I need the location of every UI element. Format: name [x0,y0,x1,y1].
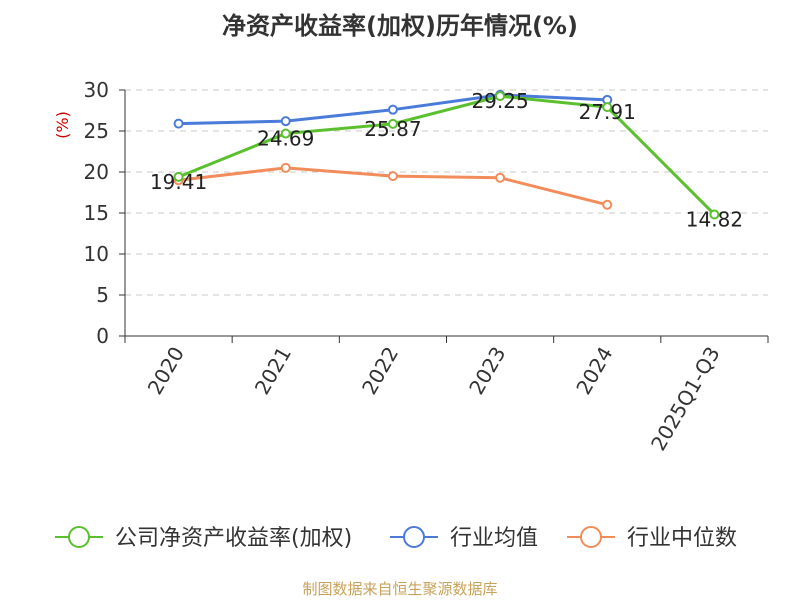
legend-swatch-marker [68,526,90,548]
legend-label: 行业均值 [450,526,538,551]
legend-swatch-marker [403,526,425,548]
data-point-2 [280,162,291,173]
data-label: 14.82 [686,207,743,231]
y-tick-label: 15 [84,201,109,225]
grid-lines [125,89,768,296]
y-tick-label: 5 [96,283,109,307]
legend-label: 公司净资产收益率(加权) [115,526,352,551]
series-line-0 [178,94,716,216]
source-note: 制图数据来自恒生聚源数据库 [302,580,498,598]
data-label: 25.87 [364,117,421,141]
x-tick-label: 2024 [571,343,617,399]
data-label: 27.91 [579,100,636,124]
data-label: 24.69 [257,127,314,151]
data-label: 19.41 [150,170,207,194]
data-label: 29.25 [471,89,528,113]
data-point-1 [280,116,291,127]
data-point-0 [495,91,506,102]
data-point-1 [387,104,398,115]
axes [119,89,769,343]
data-point-0 [709,209,720,220]
x-tick-label: 2022 [357,343,403,399]
x-tick-label: 2021 [250,343,296,399]
y-tick-labels: 0 5 10 15 20 25 30 [84,78,109,348]
data-point-2 [495,172,506,183]
data-point-0 [173,171,184,182]
data-point-2 [602,199,613,210]
data-point-0 [280,128,291,139]
x-tick-label: 2020 [143,343,189,399]
legend-swatch-marker [580,526,602,548]
series-lines [173,89,720,220]
x-tick-label: 2023 [464,343,510,399]
y-axis-label: (%) [53,111,72,139]
legend: 公司净资产收益率(加权) 行业均值 行业中位数 [55,526,737,551]
y-tick-label: 20 [84,160,109,184]
y-tick-label: 30 [84,78,109,102]
x-tick-labels: 2020 2021 2022 2023 2024 2025Q1-Q3 [143,343,725,455]
y-tick-label: 0 [96,324,109,348]
data-point-0 [387,118,398,129]
chart-title: 净资产收益率(加权)历年情况(%) [222,12,578,40]
y-tick-label: 10 [84,242,109,266]
data-labels: 19.41 24.69 25.87 29.25 27.91 14.82 [150,89,743,231]
legend-label: 行业中位数 [627,526,737,551]
y-tick-label: 25 [84,119,109,143]
data-point-1 [173,118,184,129]
data-point-0 [602,102,613,113]
data-point-2 [387,171,398,182]
x-tick-label: 2025Q1-Q3 [646,343,725,455]
